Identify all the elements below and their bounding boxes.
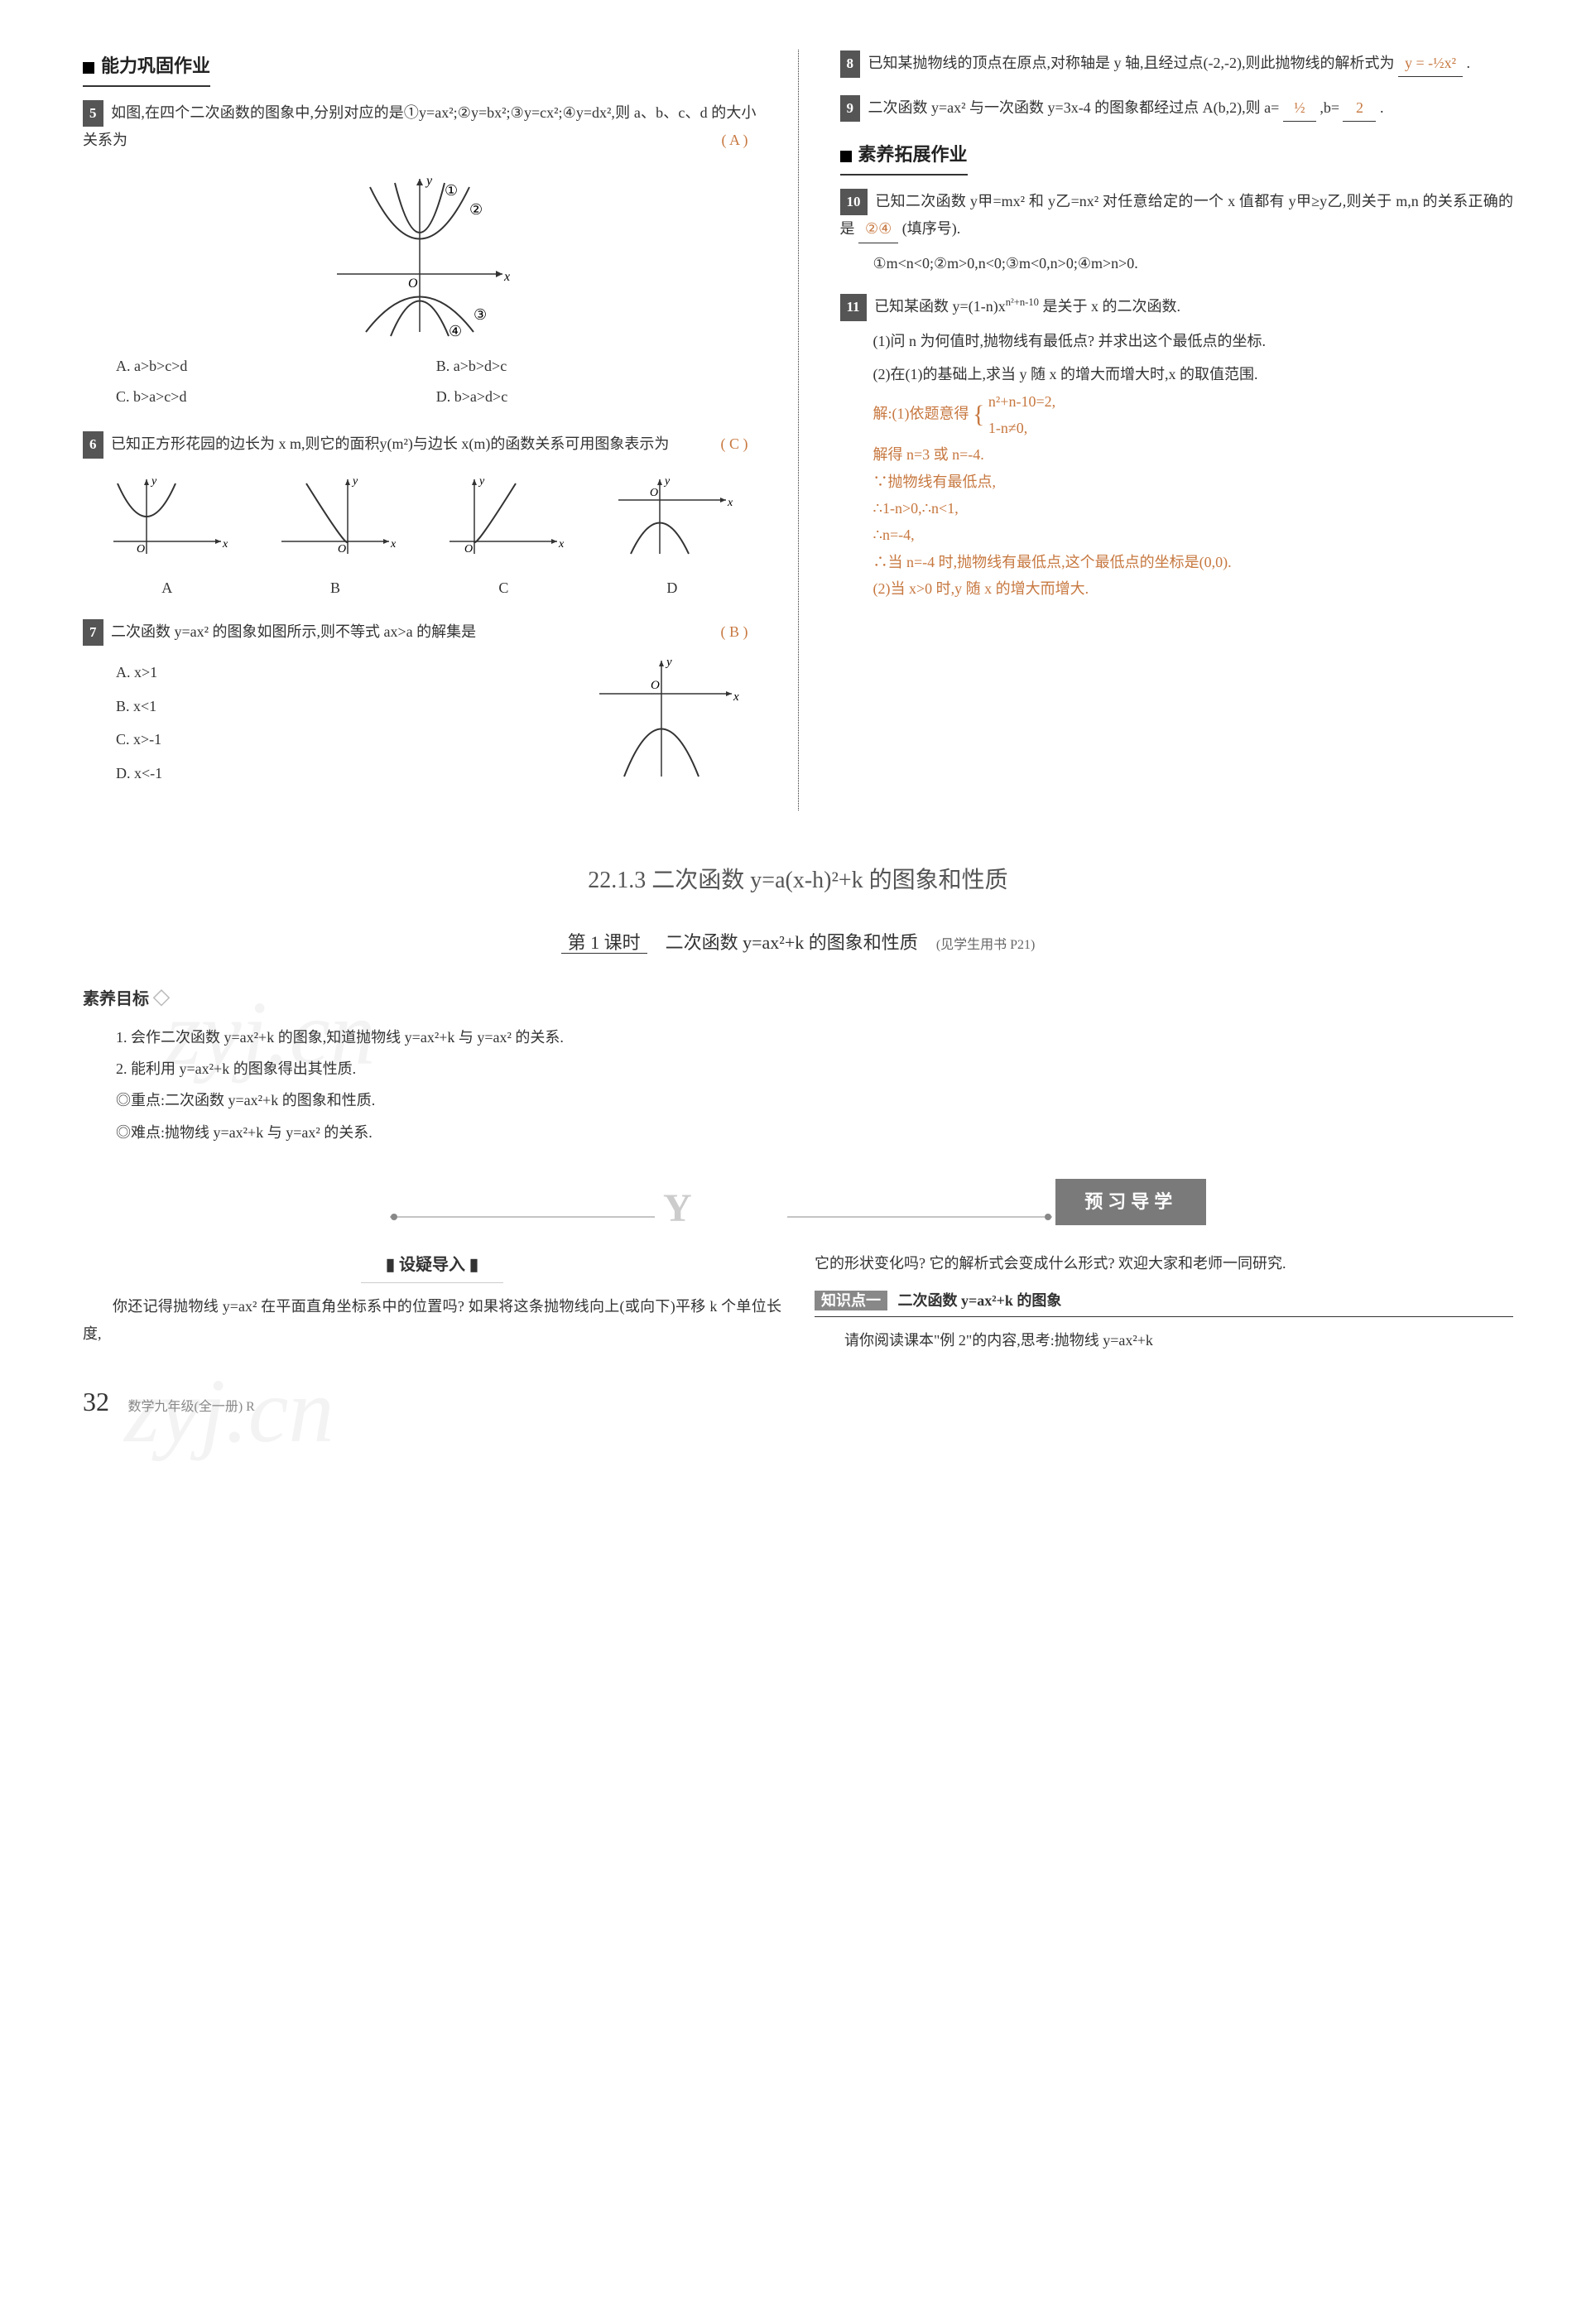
intro-text-left: 你还记得抛物线 y=ax² 在平面直角坐标系中的位置吗? 如果将这条抛物线向上(… [83, 1293, 781, 1347]
q5-text: 如图,在四个二次函数的图象中,分别对应的是①y=ax²;②y=bx²;③y=cx… [83, 104, 757, 149]
q7-optC: C. x>-1 [83, 726, 591, 753]
goals-section: 素养目标 ◇ 1. 会作二次函数 y=ax²+k 的图象,知道抛物线 y=ax²… [83, 984, 1513, 1147]
qnum-7: 7 [83, 619, 103, 647]
q11-text-prefix: 已知某函数 y=(1-n)x [874, 298, 1006, 315]
question-7: 7 二次函数 y=ax² 的图象如图所示,则不等式 ax>a 的解集是 ( B … [83, 618, 757, 794]
intro-text-right: 它的形状变化吗? 它的解析式会变成什么形式? 欢迎大家和老师一同研究. [815, 1250, 1513, 1277]
svg-text:x: x [222, 538, 228, 551]
goal-2: 2. 能利用 y=ax²+k 的图象得出其性质. [116, 1056, 1513, 1082]
q7-text: 二次函数 y=ax² 的图象如图所示,则不等式 ax>a 的解集是 [111, 623, 476, 640]
page-number: 32 [83, 1387, 109, 1416]
qnum-10: 10 [840, 189, 868, 216]
section-consolidation: 能力巩固作业 [83, 50, 210, 87]
q5-optD: D. b>a>d>c [436, 383, 757, 410]
q11-solution: 解:(1)依题意得 { n²+n-10=2, 1-n≠0, [840, 388, 1514, 442]
q6-text: 已知正方形花园的边长为 x m,则它的面积y(m²)与边长 x(m)的函数关系可… [111, 435, 669, 452]
q10-answer: ②④ [858, 215, 898, 243]
preview-banner: Y 预习导学 [83, 1179, 1513, 1229]
svg-text:x: x [733, 690, 739, 704]
q9-answer-a: ½ [1283, 94, 1316, 122]
lesson-title: 第 1 课时 二次函数 y=ax²+k 的图象和性质 (见学生用书 P21) [83, 926, 1513, 959]
knowledge-point-1: 知识点一 二次函数 y=ax²+k 的图象 [815, 1287, 1513, 1317]
question-5: 5 如图,在四个二次函数的图象中,分别对应的是①y=ax²;②y=bx²;③y=… [83, 99, 757, 415]
question-9: 9 二次函数 y=ax² 与一次函数 y=3x-4 的图象都经过点 A(b,2)… [840, 94, 1514, 123]
q5-optB: B. a>b>d>c [436, 353, 757, 379]
svg-text:y: y [665, 656, 672, 669]
kp-text: 请你阅读课本"例 2"的内容,思考:抛物线 y=ax²+k [815, 1327, 1513, 1354]
goal-focus: ◎重点:二次函数 y=ax²+k 的图象和性质. [116, 1087, 1513, 1113]
qnum-5: 5 [83, 100, 103, 127]
section-title-2213: 22.1.3 二次函数 y=a(x-h)²+k 的图象和性质 [83, 860, 1513, 902]
svg-text:O: O [651, 679, 660, 692]
svg-text:y: y [351, 475, 358, 488]
svg-text:O: O [408, 277, 418, 291]
q11-text-suffix: 是关于 x 的二次函数. [1042, 298, 1180, 315]
q7-optB: B. x<1 [83, 693, 591, 719]
question-10: 10 已知二次函数 y甲=mx² 和 y乙=nx² 对任意给定的一个 x 值都有… [840, 188, 1514, 277]
svg-text:O: O [464, 543, 473, 555]
svg-text:③: ③ [474, 306, 487, 323]
qnum-6: 6 [83, 431, 103, 459]
q6-answer: ( C ) [721, 430, 757, 457]
qnum-11: 11 [840, 294, 867, 321]
qnum-9: 9 [840, 95, 861, 123]
q8-text: 已知某抛物线的顶点在原点,对称轴是 y 轴,且经过点(-2,-2),则此抛物线的… [868, 55, 1395, 71]
q9-answer-b: 2 [1343, 94, 1376, 122]
svg-text:②: ② [469, 201, 483, 218]
q5-answer: ( A ) [721, 127, 756, 153]
svg-text:x: x [503, 270, 510, 284]
q9-text-prefix: 二次函数 y=ax² 与一次函数 y=3x-4 的图象都经过点 A(b,2),则… [868, 99, 1280, 116]
q7-optD: D. x<-1 [83, 760, 591, 786]
q7-graph: x y O [591, 652, 757, 793]
svg-text:x: x [558, 538, 565, 551]
question-6: 6 已知正方形花园的边长为 x m,则它的面积y(m²)与边长 x(m)的函数关… [83, 430, 757, 601]
q6-graph-A: x y O A [105, 471, 229, 602]
svg-text:O: O [338, 543, 346, 555]
question-11: 11 已知某函数 y=(1-n)xn²+n-10 是关于 x 的二次函数. (1… [840, 293, 1514, 603]
q11-sub1: (1)问 n 为何值时,抛物线有最低点? 并求出这个最低点的坐标. [840, 328, 1514, 354]
question-8: 8 已知某抛物线的顶点在原点,对称轴是 y 轴,且经过点(-2,-2),则此抛物… [840, 50, 1514, 78]
q10-options: ①m<n<0;②m>0,n<0;③m<0,n>0;④m>n>0. [840, 250, 1514, 277]
intro-header: ▮ 设疑导入 ▮ [361, 1250, 503, 1283]
q6-graph-C: x y O C [441, 471, 565, 602]
svg-text:O: O [650, 487, 658, 499]
q7-answer: ( B ) [721, 618, 757, 645]
q5-optC: C. b>a>c>d [116, 383, 436, 410]
q8-answer: y = -½x² [1398, 50, 1463, 77]
svg-text:O: O [137, 543, 145, 555]
svg-text:y: y [425, 174, 433, 188]
svg-text:y: y [663, 475, 671, 488]
svg-text:④: ④ [449, 323, 462, 339]
svg-text:x: x [727, 497, 733, 509]
section-extension: 素养拓展作业 [840, 138, 968, 176]
svg-text:y: y [150, 475, 157, 488]
qnum-8: 8 [840, 50, 861, 78]
q11-sub2: (2)在(1)的基础上,求当 y 随 x 的增大而增大时,x 的取值范围. [840, 361, 1514, 387]
page-footer: 数学九年级(全一册) R [128, 1400, 255, 1414]
q6-graph-B: x y O B [273, 471, 397, 602]
svg-text:Y: Y [663, 1186, 692, 1229]
q7-optA: A. x>1 [83, 659, 591, 685]
q6-graph-D: x y O D [610, 471, 734, 602]
svg-text:①: ① [445, 182, 458, 199]
q5-graph: ① ② ③ ④ x y O [83, 166, 757, 340]
goal-1: 1. 会作二次函数 y=ax²+k 的图象,知道抛物线 y=ax²+k 与 y=… [116, 1024, 1513, 1051]
svg-text:x: x [390, 538, 397, 551]
svg-text:y: y [478, 475, 485, 488]
q5-optA: A. a>b>c>d [116, 353, 436, 379]
goals-header: 素养目标 ◇ [83, 984, 1513, 1014]
goal-difficulty: ◎难点:抛物线 y=ax²+k 与 y=ax² 的关系. [116, 1119, 1513, 1146]
